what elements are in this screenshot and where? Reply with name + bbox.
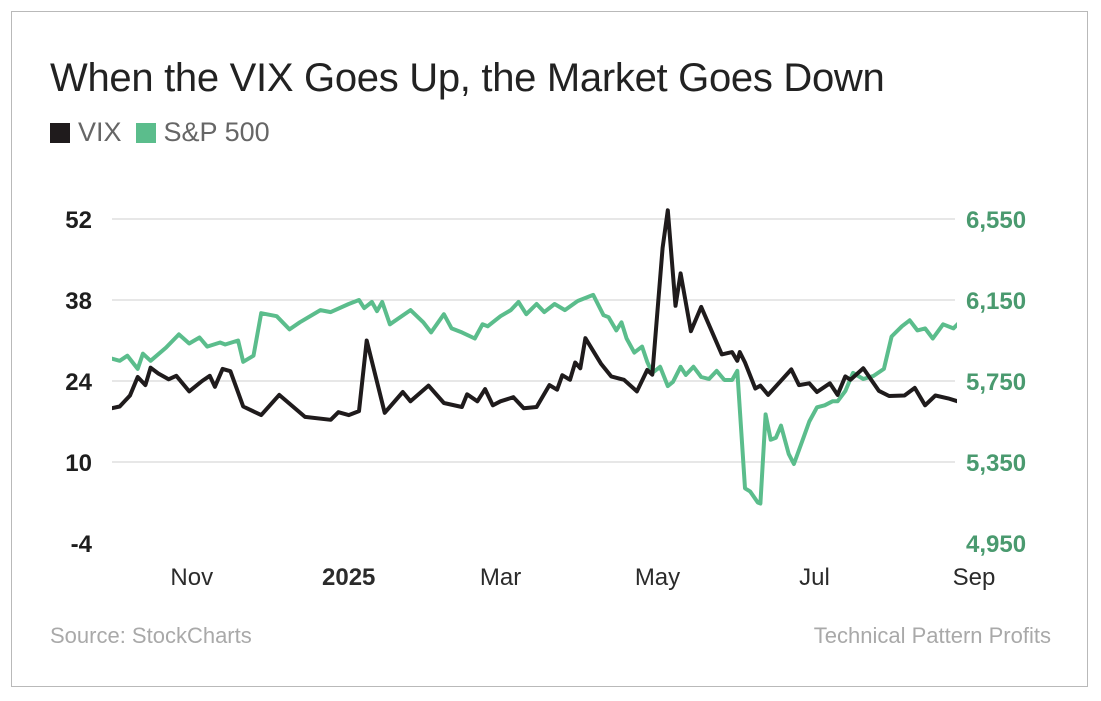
left-tick-label: 52 xyxy=(65,207,92,234)
left-tick-label: 24 xyxy=(65,369,92,396)
legend-label-sp500: S&P 500 xyxy=(163,117,270,147)
right-tick-label: 5,750 xyxy=(966,369,1026,396)
chart-title: When the VIX Goes Up, the Market Goes Do… xyxy=(50,56,885,100)
legend-item-vix: VIX xyxy=(50,117,122,148)
source-note: Source: StockCharts xyxy=(50,623,252,648)
left-tick-label: 38 xyxy=(65,288,92,315)
x-tick-label: Nov xyxy=(170,564,213,591)
right-tick-label: 4,950 xyxy=(966,531,1026,558)
left-tick-label: -4 xyxy=(71,531,93,558)
legend-swatch-vix xyxy=(50,122,70,143)
series-line-sp500 xyxy=(112,292,957,506)
grid-lines xyxy=(112,218,955,463)
legend-swatch-sp500 xyxy=(135,122,156,143)
right-tick-label: 6,150 xyxy=(966,288,1026,315)
legend-label-vix: VIX xyxy=(78,117,122,147)
left-axis: 52 38 24 10 -4 xyxy=(65,207,92,558)
chart-card xyxy=(11,11,1088,687)
x-tick-label: Jul xyxy=(799,564,830,591)
x-tick-label: May xyxy=(635,564,680,591)
x-tick-label: 2025 xyxy=(322,564,375,591)
legend-item-sp500: S&P 500 xyxy=(135,117,270,148)
series-line-vix xyxy=(112,208,957,422)
left-tick-label: 10 xyxy=(65,450,92,477)
series-lines xyxy=(112,208,957,506)
x-axis: Nov 2025 Mar May Jul Sep xyxy=(170,564,995,591)
right-tick-label: 6,550 xyxy=(966,207,1026,234)
brand-note: Technical Pattern Profits xyxy=(813,623,1051,648)
right-tick-label: 5,350 xyxy=(966,450,1026,477)
x-tick-label: Mar xyxy=(480,564,521,591)
chart-legend: VIX S&P 500 xyxy=(50,117,284,148)
right-axis: 6,550 6,150 5,750 5,350 4,950 xyxy=(966,207,1026,558)
x-tick-label: Sep xyxy=(953,564,996,591)
